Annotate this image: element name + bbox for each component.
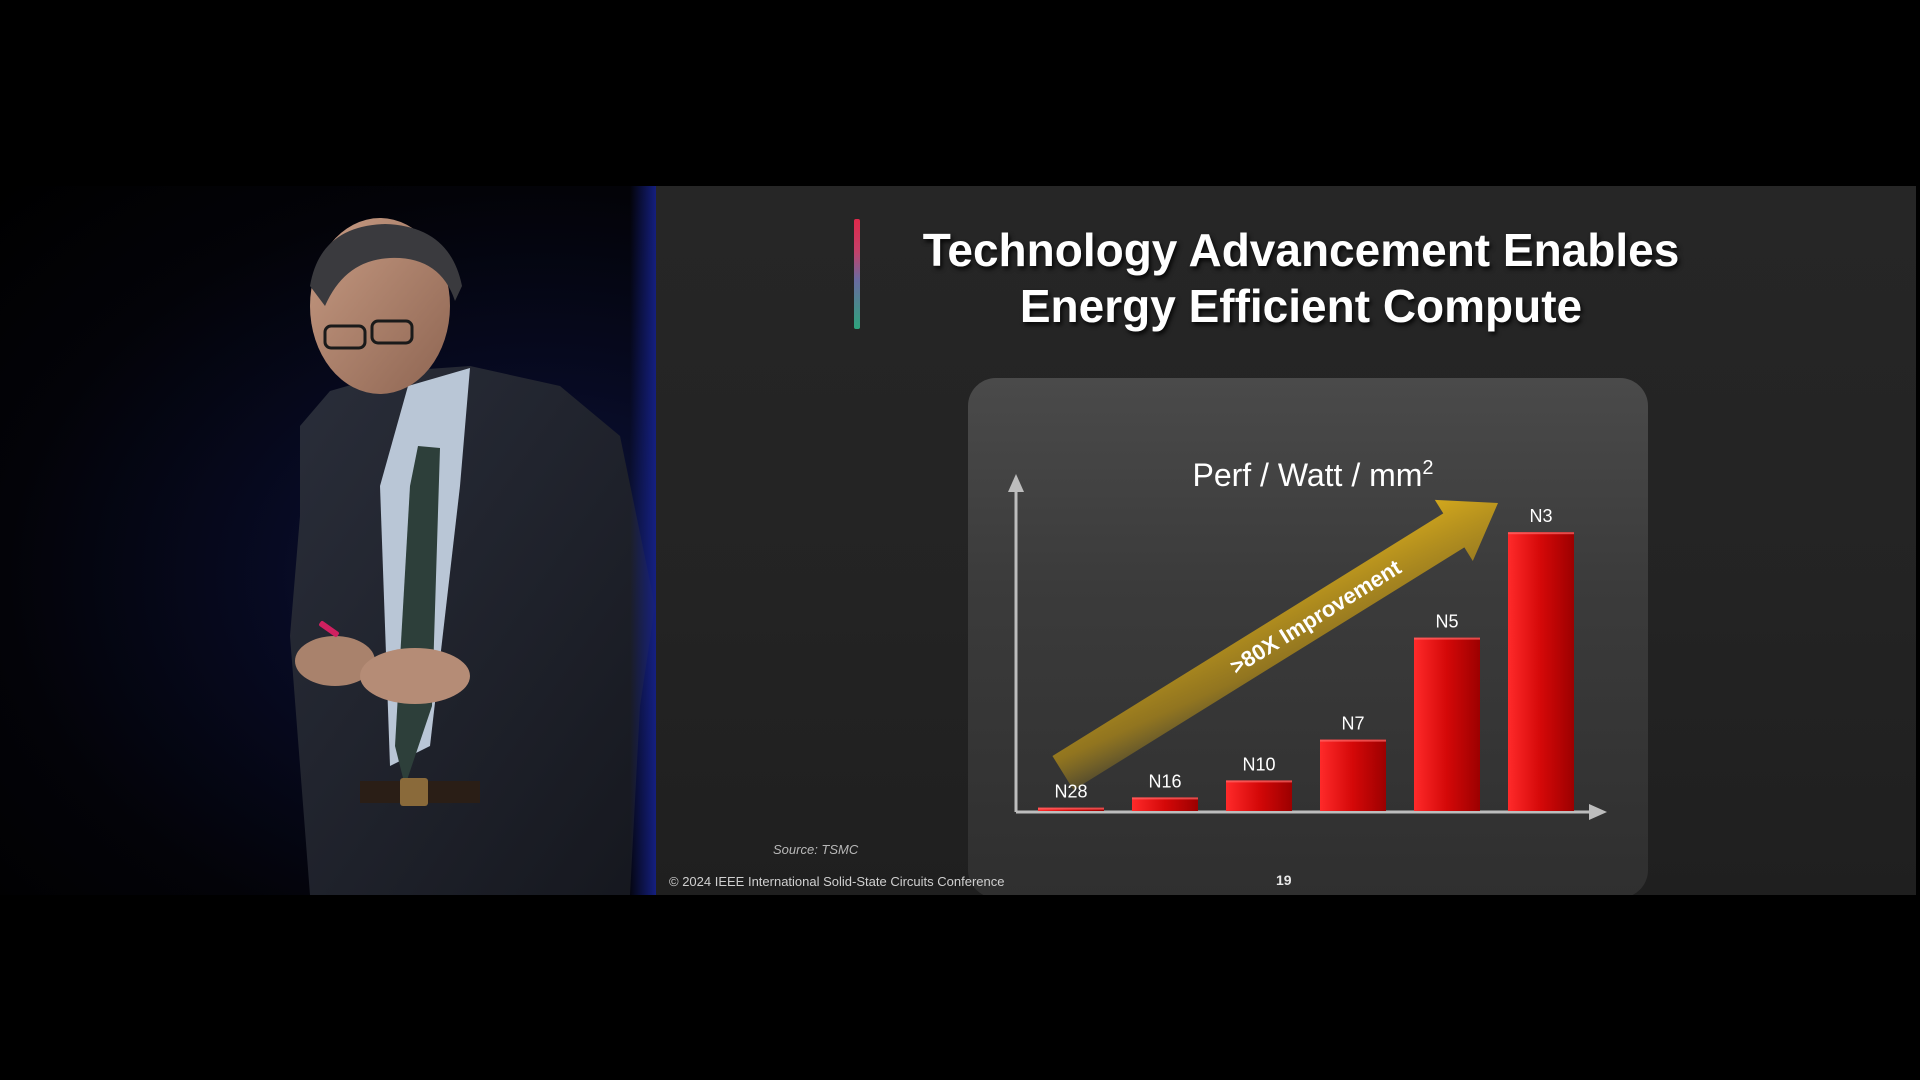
chart-title: Perf / Watt / mm2 <box>1192 457 1433 493</box>
chart-card: >80X Improvement N28 N16 N10 N7 N5 N3 Perf / … <box>968 378 1648 895</box>
bar-highlight-n28 <box>1038 807 1104 810</box>
slide-title-line-2: Energy Efficient Compute <box>1019 280 1583 332</box>
bar-highlight-n10 <box>1226 780 1292 783</box>
x-axis-arrowhead <box>1589 804 1607 820</box>
bar-label-n5: N5 <box>1435 612 1458 632</box>
bar-highlight-n5 <box>1414 637 1480 640</box>
arrow-body <box>1052 499 1498 790</box>
source-note: Source: TSMC <box>773 842 859 857</box>
bar-chart: >80X Improvement N28 N16 N10 N7 N5 N3 Perf / … <box>1008 457 1607 820</box>
y-axis-arrowhead <box>1008 474 1024 492</box>
chart-title-superscript: 2 <box>1422 457 1433 479</box>
page-number: 19 <box>1276 872 1292 888</box>
bar-label-n16: N16 <box>1148 771 1181 791</box>
slide-title-line-1: Technology Advancement Enables <box>922 224 1680 276</box>
chart-bars <box>1038 532 1574 811</box>
bar-highlight-n7 <box>1320 739 1386 742</box>
bar-n7 <box>1320 739 1386 811</box>
bar-n16 <box>1132 797 1198 811</box>
presentation-slide: Technology Advancement Enables Energy Ef… <box>656 186 1916 895</box>
video-frame: Technology Advancement Enables Energy Ef… <box>0 186 1920 895</box>
bar-n3 <box>1508 532 1574 811</box>
bar-highlight-n3 <box>1508 532 1574 535</box>
speaker-figure-icon <box>290 218 655 895</box>
chart-axes <box>1008 474 1607 820</box>
annotation-improvement: >80X Improvement <box>1226 554 1406 679</box>
speaker-video-panel <box>0 186 656 895</box>
bar-label-n3: N3 <box>1529 506 1552 526</box>
chart-labels: N28 N16 N10 N7 N5 N3 <box>1054 506 1552 801</box>
bar-label-n10: N10 <box>1242 754 1275 774</box>
bar-n10 <box>1226 780 1292 811</box>
bar-label-n28: N28 <box>1054 782 1087 802</box>
title-accent-bar <box>854 219 860 329</box>
chart-title-text: Perf / Watt / mm <box>1192 457 1422 493</box>
bar-highlight-n16 <box>1132 797 1198 800</box>
footer-copyright: © 2024 IEEE International Solid-State Ci… <box>669 874 1005 889</box>
bar-n5 <box>1414 637 1480 811</box>
bar-label-n7: N7 <box>1341 714 1364 734</box>
slide-title: Technology Advancement Enables Energy Ef… <box>866 222 1736 334</box>
